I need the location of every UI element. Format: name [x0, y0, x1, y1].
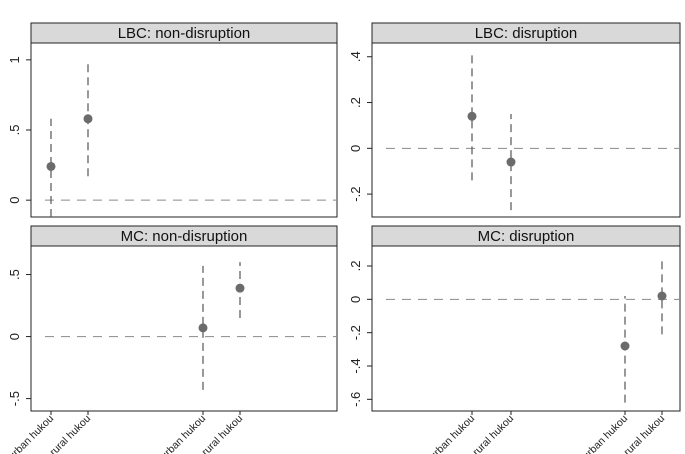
- plot-area: [371, 245, 681, 412]
- panel-title: LBC: non-disruption: [118, 25, 251, 42]
- y-tick-label: .2: [348, 261, 363, 272]
- x-tick-label: urban hukou: [427, 413, 477, 454]
- x-tick-label: rural hukou: [199, 413, 245, 454]
- point-estimate: [506, 157, 516, 167]
- y-tick-label: .4: [348, 51, 363, 62]
- y-tick-label: -.2: [348, 187, 363, 202]
- y-tick-label: 0: [348, 145, 363, 152]
- plot-area: [371, 42, 681, 218]
- panel-lbc-non-disruption: LBC: non-disruption 0 .5 1: [7, 22, 338, 218]
- panel-title: LBC: disruption: [475, 25, 578, 42]
- panel-title: MC: non-disruption: [121, 228, 248, 245]
- point-estimate: [467, 111, 477, 121]
- point-estimate: [620, 341, 630, 351]
- x-tick-label: rural hukou: [621, 413, 667, 454]
- y-tick-label: -.5: [7, 391, 22, 406]
- x-tick-label: rural hukou: [470, 413, 516, 454]
- panel-title: MC: disruption: [478, 228, 575, 245]
- y-tick-label: 0: [7, 197, 22, 204]
- y-tick-label: 0: [7, 333, 22, 340]
- y-tick-label: .5: [7, 269, 22, 280]
- panel-lbc-disruption: LBC: disruption -.2 0 .2 .4: [348, 22, 681, 218]
- x-tick-label: rural hukou: [47, 413, 93, 454]
- point-estimate: [198, 323, 208, 333]
- point-estimate: [46, 161, 56, 171]
- y-tick-label: .5: [7, 125, 22, 136]
- point-estimate: [235, 283, 245, 293]
- y-tick-label: -.6: [348, 392, 363, 407]
- plot-area: [30, 245, 338, 412]
- y-tick-label: 1: [7, 56, 22, 63]
- y-tick-label: -.2: [348, 325, 363, 340]
- plot-area: [30, 42, 338, 218]
- y-tick-label: 0: [348, 296, 363, 303]
- y-tick-label: .2: [348, 97, 363, 108]
- point-estimate: [83, 114, 93, 124]
- y-tick-label: -.4: [348, 358, 363, 373]
- point-estimate: [657, 291, 667, 301]
